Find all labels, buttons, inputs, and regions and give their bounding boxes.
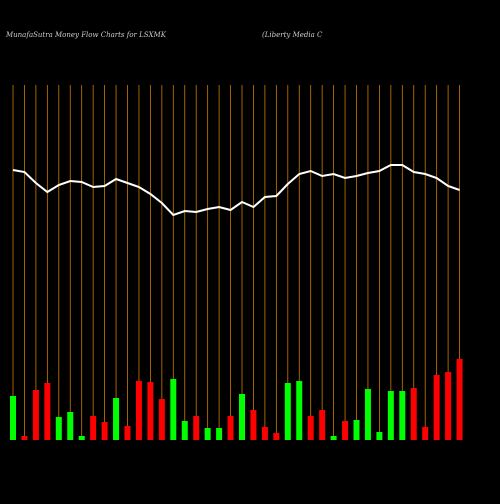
- bar: [67, 412, 74, 440]
- bar: [410, 388, 417, 440]
- bar: [422, 427, 429, 440]
- bar: [135, 381, 142, 440]
- bar: [273, 433, 280, 440]
- bar: [147, 382, 154, 440]
- bar: [90, 416, 97, 440]
- bar: [101, 422, 108, 440]
- bar: [113, 398, 120, 440]
- bar: [307, 416, 314, 440]
- bar: [204, 428, 211, 440]
- bar: [78, 436, 85, 440]
- bar: [399, 391, 406, 440]
- bar: [32, 390, 39, 440]
- bar: [124, 426, 131, 440]
- bar: [364, 389, 371, 440]
- bar: [181, 421, 188, 440]
- bar: [387, 391, 394, 440]
- bar: [376, 432, 383, 440]
- bar: [353, 420, 360, 440]
- bar: [21, 436, 28, 440]
- bar: [261, 427, 268, 440]
- bar: [227, 416, 234, 440]
- bar: [170, 379, 177, 440]
- bar: [284, 383, 291, 440]
- bar: [342, 421, 349, 440]
- bar: [239, 394, 245, 440]
- bar: [296, 381, 303, 440]
- bar: [250, 410, 257, 440]
- chart-title: MunafaSutra Money Flow Charts for LSXMK: [5, 31, 167, 39]
- bar: [193, 416, 200, 440]
- bar: [456, 359, 463, 440]
- bar: [44, 383, 51, 440]
- chart-subtitle: (Liberty Media C: [262, 31, 323, 39]
- money-flow-line: [12, 164, 460, 217]
- bar: [158, 399, 165, 440]
- bar: [216, 428, 223, 440]
- bar: [55, 417, 62, 440]
- bar: [319, 410, 326, 440]
- bar: [10, 396, 16, 440]
- bar: [445, 372, 452, 440]
- bar: [330, 436, 337, 440]
- bar: [433, 375, 440, 440]
